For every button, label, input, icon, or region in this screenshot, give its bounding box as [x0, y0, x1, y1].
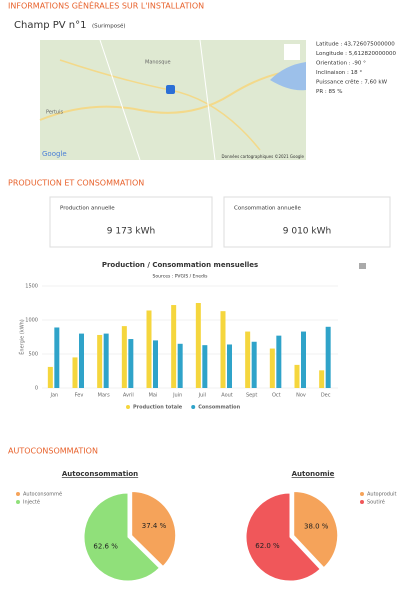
legend-marker	[16, 492, 20, 496]
section-title: INFORMATIONS GÉNÉRALES SUR L'INSTALLATIO…	[8, 0, 204, 11]
detail: Longitude : 5,612820000000	[316, 51, 396, 57]
legend-label: Autoproduit	[367, 492, 397, 498]
bar	[195, 303, 201, 388]
chart-subtitle: Sources : PVGIS / Enedis	[153, 274, 209, 280]
slice-label: 62.6 %	[93, 542, 118, 550]
y-tick-label: 0	[35, 386, 38, 392]
installation-name: Champ PV n°1	[14, 20, 86, 31]
y-axis-label: Énergie (kWh)	[18, 319, 26, 355]
pie-slice	[245, 492, 321, 582]
x-tick-label: Aout	[221, 393, 233, 399]
legend-marker	[360, 492, 364, 496]
bar	[269, 348, 275, 388]
bar	[146, 310, 152, 388]
slice-label: 38.0 %	[304, 523, 329, 531]
pie-slice	[83, 492, 161, 582]
card	[49, 196, 213, 248]
installation-kind: (Surimposé)	[92, 23, 126, 30]
detail: PR : 85 %	[316, 89, 342, 95]
x-tick-label: Avril	[123, 393, 134, 399]
map-label: Pertuis	[46, 110, 63, 116]
detail: Puissance crête : 7,60 kW	[316, 79, 388, 86]
map-label: Manosque	[145, 60, 171, 66]
legend-label: Soutiré	[367, 499, 385, 506]
map-logo: Google	[42, 150, 67, 158]
bar	[220, 311, 226, 388]
x-tick-label: Sept	[246, 393, 257, 399]
x-tick-label: Jan	[49, 393, 58, 399]
bar	[276, 335, 282, 388]
x-tick-label: Juin	[172, 393, 182, 399]
section-title: AUTOCONSOMMATION	[8, 447, 98, 456]
map-credit: Données cartographiques ©2021 Google	[222, 154, 305, 159]
map: Manosque Pertuis Google Données cartogra…	[39, 39, 307, 161]
bar	[227, 344, 232, 388]
map-pin	[166, 85, 175, 94]
x-tick-label: Fev	[75, 393, 84, 399]
x-tick-label: Juil	[198, 393, 206, 399]
x-tick-label: Mars	[98, 393, 110, 399]
pie-title: Autoconsommation	[62, 470, 138, 478]
map-bg	[40, 40, 306, 160]
y-tick-label: 1500	[25, 284, 38, 290]
lake	[270, 62, 306, 91]
bar	[54, 327, 60, 388]
bar	[128, 339, 134, 388]
chart-menu[interactable]	[359, 263, 366, 269]
bar	[251, 341, 257, 388]
bar	[97, 334, 103, 388]
x-tick-label: Mai	[149, 393, 158, 399]
section-title: PRODUCTION ET CONSOMMATION	[8, 179, 144, 188]
road	[99, 39, 216, 161]
legend-label: Autoconsommé	[23, 491, 62, 498]
pie-title: Autonomie	[292, 470, 335, 478]
bar	[103, 333, 109, 388]
detail: Latitude : 43,726075000000	[316, 42, 395, 48]
card-label: Consommation annuelle	[234, 206, 302, 212]
card-value: 9 173 kWh	[107, 227, 155, 237]
road	[39, 69, 307, 121]
slice-label: 62.0 %	[255, 542, 280, 550]
y-tick-label: 1000	[25, 318, 38, 324]
legend-marker	[360, 500, 364, 504]
bar	[177, 343, 183, 388]
bar	[121, 326, 127, 388]
y-tick-label: 500	[28, 352, 38, 358]
bar	[319, 370, 325, 388]
fullscreen-button[interactable]	[284, 44, 300, 60]
x-tick-label: Nov	[296, 393, 306, 399]
bar	[301, 331, 306, 388]
card-label: Production annuelle	[60, 206, 115, 212]
bar	[153, 340, 158, 388]
bar	[47, 366, 53, 388]
legend-marker	[191, 405, 196, 409]
card	[223, 196, 391, 248]
bar	[202, 345, 208, 388]
detail: Inclinaison : 18 °	[316, 70, 362, 76]
pie-slice	[293, 491, 339, 569]
card-value: 9 010 kWh	[283, 227, 331, 237]
bar	[245, 331, 251, 388]
bar	[72, 357, 78, 388]
bar	[294, 364, 300, 388]
legend-label: Production totale	[133, 405, 183, 411]
pie-slice	[131, 490, 177, 568]
x-tick-label: Dec	[321, 393, 331, 399]
legend-label: Injecté	[23, 499, 40, 506]
detail: Orientation : -90 °	[316, 61, 366, 67]
bar	[171, 305, 177, 388]
bar	[79, 333, 84, 388]
slice-label: 37.4 %	[142, 522, 167, 530]
legend-marker	[16, 500, 20, 504]
legend-label: Consommation	[198, 405, 240, 411]
bar	[325, 326, 331, 388]
chart-title: Production / Consommation mensuelles	[102, 261, 258, 269]
legend-marker	[126, 405, 130, 409]
x-tick-label: Oct	[272, 393, 281, 399]
